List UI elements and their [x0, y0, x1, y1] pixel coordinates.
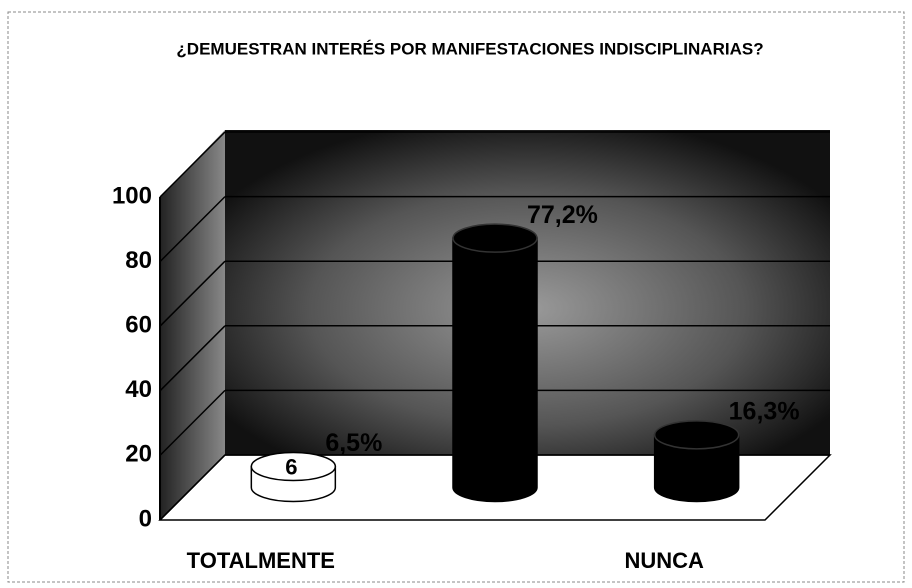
grid-line	[159, 389, 226, 456]
chart-title: ¿DEMUESTRAN INTERÉS POR MANIFESTACIONES …	[176, 39, 763, 58]
y-tick-label: 0	[139, 505, 152, 532]
annotation: 6	[285, 454, 297, 479]
value-label: 77,2%	[527, 201, 598, 229]
y-tick-label: 20	[125, 441, 152, 468]
bar-top	[653, 420, 740, 450]
grid-line	[159, 260, 226, 327]
y-tick-label: 80	[125, 247, 152, 274]
y-tick-label: 100	[112, 182, 152, 209]
grid-line	[159, 196, 226, 263]
bar	[452, 237, 538, 503]
bar-top	[250, 451, 337, 482]
x-tick-label: NUNCA	[624, 548, 704, 573]
grid-line	[159, 454, 226, 521]
side-wall	[160, 130, 225, 520]
bar-top	[452, 223, 538, 253]
value-label: 6,5%	[325, 429, 382, 457]
y-tick-label: 60	[125, 312, 152, 339]
y-tick-label: 40	[125, 376, 152, 403]
bar	[653, 434, 740, 503]
value-label: 16,3%	[729, 397, 800, 425]
x-tick-label: TOTALMENTE	[187, 548, 335, 573]
grid-line	[159, 131, 226, 198]
frame	[7, 11, 905, 583]
grid-line	[159, 325, 226, 392]
